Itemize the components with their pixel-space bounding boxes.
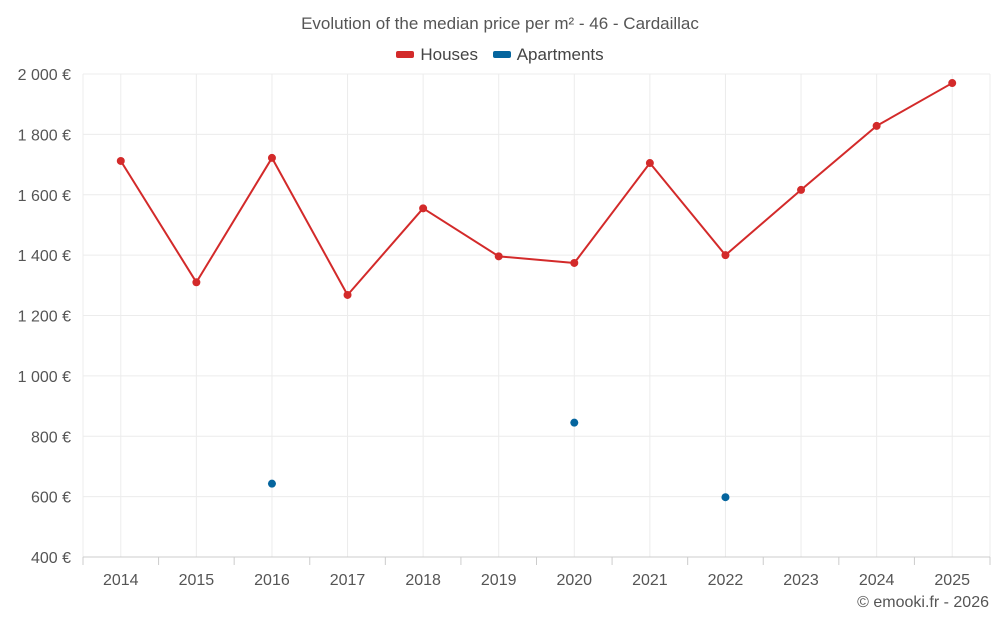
data-point-houses bbox=[494, 252, 503, 261]
data-point-houses bbox=[419, 204, 428, 213]
series-line-houses bbox=[119, 82, 953, 296]
legend: Houses Apartments bbox=[0, 45, 1000, 65]
data-point-apartments bbox=[721, 493, 730, 502]
y-tick-label: 1 200 € bbox=[18, 309, 71, 326]
x-tick-label: 2020 bbox=[556, 572, 592, 589]
legend-item-houses[interactable]: Houses bbox=[396, 45, 478, 65]
x-tick-label: 2022 bbox=[708, 572, 744, 589]
y-tick-label: 1 400 € bbox=[18, 248, 71, 265]
data-point-houses bbox=[267, 153, 276, 162]
data-point-houses bbox=[872, 121, 881, 130]
legend-item-apartments[interactable]: Apartments bbox=[492, 45, 604, 65]
data-point-houses bbox=[948, 79, 957, 88]
data-point-houses bbox=[343, 290, 352, 299]
y-tick-label: 2 000 € bbox=[18, 67, 71, 84]
x-tick-label: 2016 bbox=[254, 572, 290, 589]
data-point-houses bbox=[192, 278, 201, 287]
x-tick-label: 2021 bbox=[632, 572, 668, 589]
x-tick-label: 2018 bbox=[405, 572, 441, 589]
credit-text: © emooki.fr - 2026 bbox=[857, 594, 989, 611]
data-point-houses bbox=[645, 159, 654, 168]
y-tick-label: 1 800 € bbox=[18, 127, 71, 144]
legend-label-apartments: Apartments bbox=[516, 45, 604, 64]
x-tick-label: 2025 bbox=[934, 572, 970, 589]
data-point-houses bbox=[797, 185, 806, 194]
data-point-houses bbox=[721, 251, 730, 260]
legend-swatch-houses bbox=[396, 51, 415, 59]
data-point-houses bbox=[116, 156, 125, 165]
x-tick-label: 2019 bbox=[481, 572, 517, 589]
x-tick-label: 2017 bbox=[330, 572, 366, 589]
y-tick-label: 1 000 € bbox=[18, 369, 71, 386]
data-point-apartments bbox=[267, 479, 276, 488]
x-tick-label: 2015 bbox=[179, 572, 215, 589]
y-tick-label: 800 € bbox=[31, 429, 71, 446]
x-tick-label: 2023 bbox=[783, 572, 819, 589]
data-point-apartments bbox=[570, 418, 579, 427]
chart-title: Evolution of the median price per m² - 4… bbox=[301, 14, 699, 33]
x-tick-label: 2024 bbox=[859, 572, 895, 589]
x-tick-label: 2014 bbox=[103, 572, 139, 589]
legend-swatch-apartments bbox=[492, 51, 511, 59]
y-tick-label: 600 € bbox=[31, 490, 71, 507]
data-point-houses bbox=[570, 258, 579, 267]
legend-label-houses: Houses bbox=[420, 45, 478, 64]
y-tick-label: 1 600 € bbox=[18, 188, 71, 205]
y-tick-label: 400 € bbox=[31, 550, 71, 567]
